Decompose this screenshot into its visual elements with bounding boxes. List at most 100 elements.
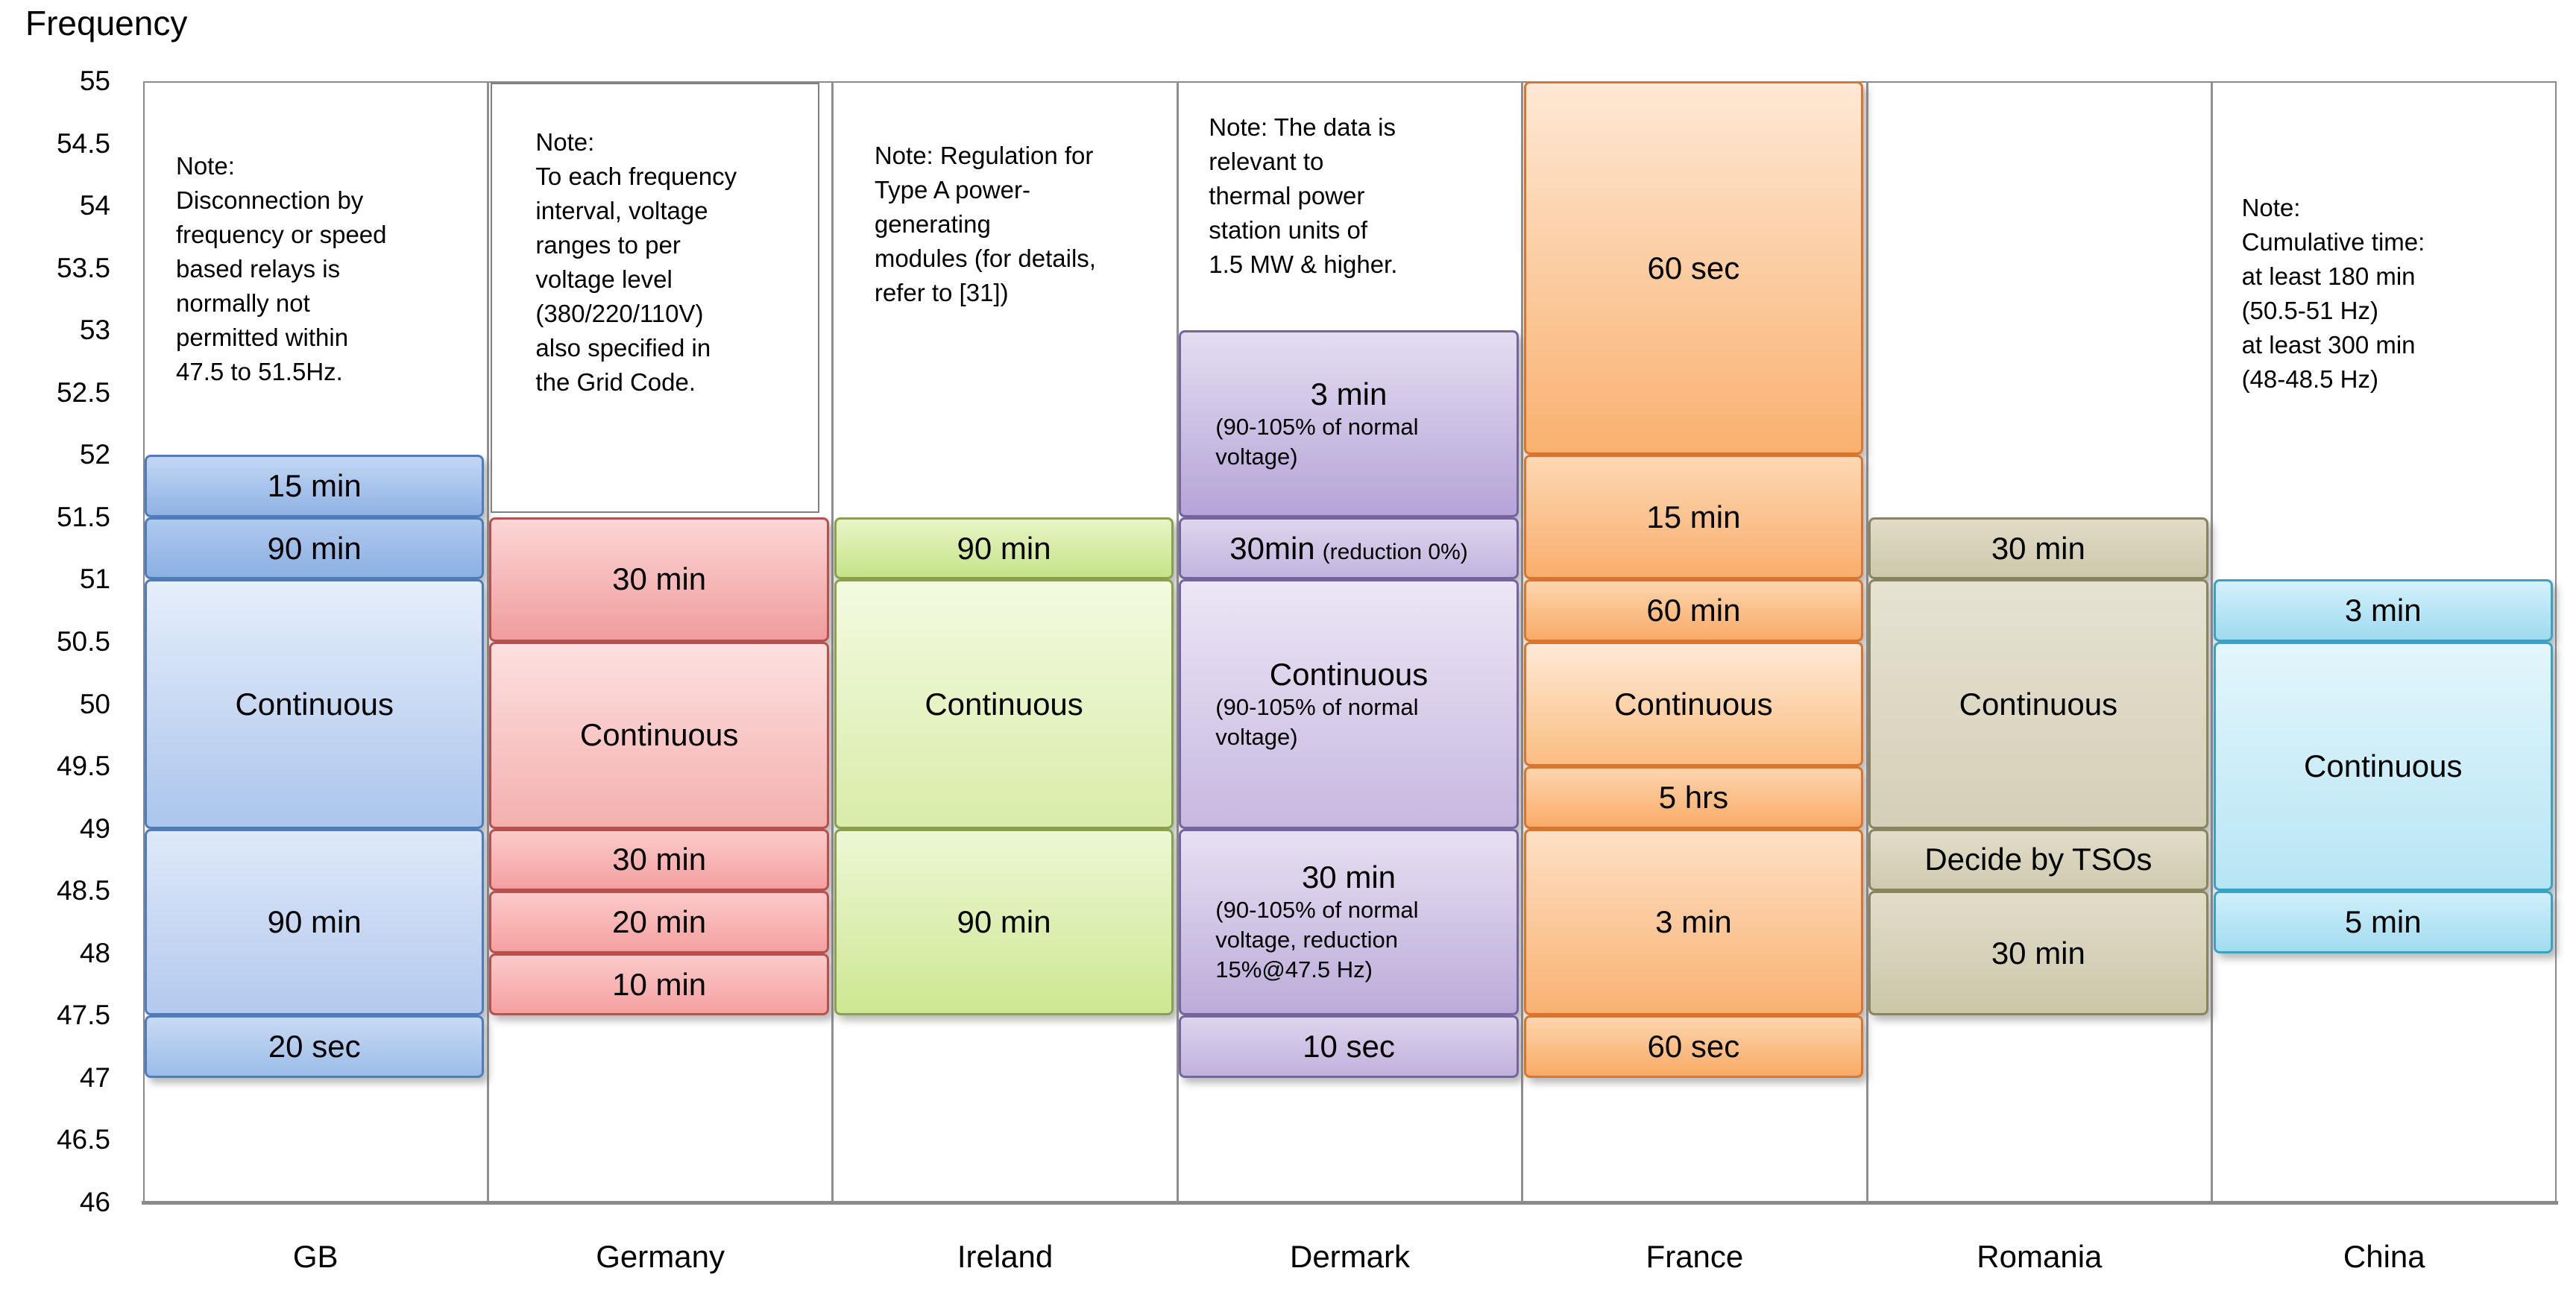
x-axis-line	[142, 1201, 2558, 1205]
china-box-5-min: 5 min	[2213, 891, 2553, 953]
germany-note-box	[491, 83, 819, 513]
chart-title: Frequency	[25, 4, 188, 42]
x-axis-label-dermark: Dermark	[1289, 1239, 1410, 1274]
box-label: 90 min	[267, 530, 362, 566]
germany-note-line: Note:	[535, 128, 595, 156]
box-label: Continuous	[579, 717, 739, 753]
box-label: Continuous	[2304, 748, 2463, 784]
gb-box-20-sec: 20 sec	[145, 1015, 485, 1078]
box-sublabel-line: voltage)	[1215, 443, 1298, 470]
germany-note-line: To each frequency	[535, 163, 737, 190]
gb-note-line: frequency or speed	[176, 221, 387, 248]
column-divider	[1865, 81, 1868, 1202]
y-axis-tick-label: 49	[79, 813, 110, 844]
box-sublabel: (90-105% of normal voltage)	[1181, 693, 1516, 752]
x-axis-label-france: France	[1646, 1239, 1744, 1274]
ireland-note-line: refer to [31])	[874, 279, 1009, 306]
germany-note-line: the Grid Code.	[535, 368, 696, 396]
column-divider	[486, 81, 489, 1202]
y-axis-tick-label: 48	[79, 937, 110, 968]
china-note-line: at least 300 min	[2241, 331, 2416, 359]
germany-note-line: (380/220/110V)	[535, 300, 704, 327]
box-label: 5 min	[2344, 903, 2422, 939]
germany-note-line: interval, voltage	[535, 197, 708, 224]
y-axis-tick-label: 50	[79, 688, 110, 719]
gb-box-15-min: 15 min	[145, 455, 485, 517]
y-axis-tick-label: 47	[79, 1062, 110, 1093]
germany-box-10-min: 10 min	[489, 953, 829, 1016]
box-sublabel-line: (90-105% of normal	[1215, 693, 1419, 720]
box-label: Continuous	[1959, 686, 2118, 722]
china-note-line: at least 180 min	[2241, 262, 2416, 290]
romania-box-decide-by-tsos: Decide by TSOs	[1868, 828, 2208, 892]
china-note-text: Note: Cumulative time: at least 180 min (50…	[2242, 191, 2539, 397]
column-divider	[2211, 81, 2214, 1202]
box-label: 20 min	[612, 903, 707, 939]
box-label-row: 30min (reduction 0%)	[1181, 531, 1516, 567]
gb-note-line: permitted within	[176, 324, 349, 351]
france-box-15-min: 15 min	[1523, 455, 1864, 580]
germany-box-30-min: 30 min	[489, 517, 829, 642]
box-label: 90 min	[957, 903, 1051, 939]
dermark-box-30min: 30min (reduction 0%)	[1179, 517, 1519, 580]
dermark-note-line: station units of	[1209, 216, 1368, 244]
france-box-continuous: Continuous	[1523, 642, 1864, 767]
gb-note-line: based relays is	[176, 255, 341, 283]
france-box-3-min: 3 min	[1523, 828, 1864, 1016]
box-label: Decide by TSOs	[1924, 842, 2153, 877]
box-sublabel-line: voltage)	[1215, 723, 1298, 750]
box-sublabel-line: (90-105% of normal	[1215, 896, 1419, 923]
china-note-line: (48-48.5 Hz)	[2241, 365, 2378, 393]
box-label: 60 min	[1646, 593, 1741, 628]
box-sublabel: (90-105% of normal voltage, reduction 15%@…	[1181, 895, 1516, 985]
gb-note-line: 47.5 to 51.5Hz.	[176, 358, 343, 385]
france-box-60-sec: 60 sec	[1523, 1015, 1864, 1078]
y-axis-tick-label: 54.5	[56, 127, 110, 159]
box-sublabel-line: voltage, reduction	[1215, 926, 1398, 953]
dermark-note-text: Note: The data is relevant to thermal powe…	[1209, 110, 1504, 282]
box-label: Continuous	[1614, 686, 1773, 722]
y-axis-tick-label: 46.5	[56, 1124, 110, 1155]
dermark-box-10-sec: 10 sec	[1179, 1015, 1519, 1078]
dermark-box-3-min: 3 min (90-105% of normal voltage)	[1179, 330, 1519, 517]
ireland-box-90-min: 90 min	[834, 828, 1174, 1016]
gb-box-continuous: Continuous	[145, 579, 485, 829]
x-axis-label-romania: Romania	[1977, 1239, 2103, 1274]
box-label: 15 min	[1646, 499, 1741, 534]
germany-box-30-min: 30 min	[489, 828, 829, 892]
china-note-line: Note:	[2241, 194, 2301, 221]
box-label: 3 min	[2344, 593, 2422, 628]
y-axis-tick-label: 55	[79, 66, 110, 96]
ireland-note-line: Note: Regulation for	[874, 142, 1094, 169]
france-box-60-min: 60 min	[1523, 579, 1864, 642]
y-axis-tick-label: 52.5	[56, 376, 110, 408]
box-label: 30 min	[1991, 530, 2085, 566]
y-axis-tick-label: 49.5	[56, 751, 110, 782]
box-label: 20 sec	[268, 1029, 361, 1065]
box-label: 60 sec	[1647, 1029, 1740, 1065]
box-label: 30 min	[612, 561, 707, 597]
box-label: Continuous	[235, 686, 394, 722]
column-divider	[1521, 81, 1524, 1202]
ireland-note-text: Note: Regulation for Type A power-generat…	[875, 139, 1159, 310]
box-sublabel-line: 15%@47.5 Hz)	[1215, 956, 1373, 983]
dermark-note-line: thermal power	[1209, 182, 1365, 209]
box-label: 3 min	[1655, 903, 1732, 939]
france-box-5-hrs: 5 hrs	[1523, 766, 1864, 829]
x-axis-label-gb: GB	[292, 1239, 338, 1274]
germany-note-line: also specified in	[535, 334, 711, 362]
dermark-box-continuous: Continuous (90-105% of normal voltage)	[1179, 579, 1519, 829]
y-axis-tick-label: 46	[79, 1187, 110, 1217]
gb-note-line: normally not	[176, 289, 310, 317]
germany-box-continuous: Continuous	[489, 642, 829, 829]
china-note-line: (50.5-51 Hz)	[2241, 297, 2378, 324]
germany-note-line: voltage level	[535, 265, 673, 293]
box-sublabel-line: (90-105% of normal	[1215, 413, 1419, 440]
china-box-3-min: 3 min	[2213, 579, 2553, 642]
box-sublabel: (reduction 0%)	[1322, 539, 1468, 564]
y-axis-tick-label: 52	[79, 439, 110, 470]
ireland-note-line: modules (for details,	[874, 245, 1096, 272]
dermark-box-30-min: 30 min (90-105% of normal voltage, reducti…	[1179, 828, 1519, 1016]
y-axis-tick-label: 54	[79, 190, 110, 221]
